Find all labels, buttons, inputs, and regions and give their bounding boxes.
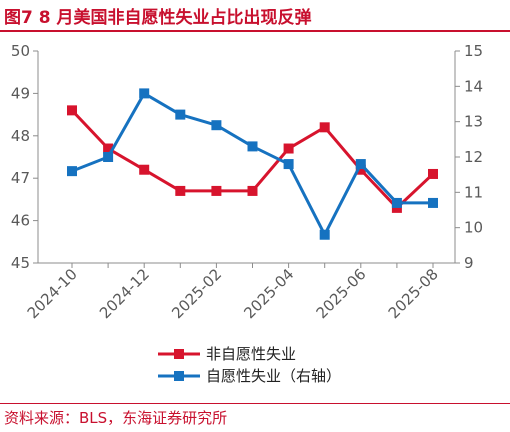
- series-2-point: [103, 152, 114, 162]
- left-tick-label: 50: [11, 42, 30, 60]
- series-1-point: [67, 105, 77, 116]
- chart-series: [67, 88, 438, 240]
- right-tick-label: 14: [464, 77, 483, 95]
- series-2-point: [211, 120, 222, 131]
- left-tick-label: 46: [11, 212, 30, 230]
- x-tick-label: 2024-10: [24, 265, 81, 322]
- x-tick-label: 2025-06: [313, 265, 370, 322]
- series-1-point: [247, 185, 258, 196]
- right-tick-label: 9: [464, 254, 474, 272]
- series-2-point: [175, 109, 186, 120]
- x-tick-label: 2024-12: [96, 265, 153, 322]
- title-rule: [0, 30, 510, 32]
- series-1-point: [428, 168, 438, 179]
- x-tick-label: 2025-02: [168, 265, 225, 322]
- left-tick-label: 49: [11, 84, 30, 102]
- right-tick-label: 11: [464, 183, 483, 201]
- right-tick-label: 12: [464, 148, 483, 166]
- series-2-point: [139, 88, 150, 99]
- chart-axes: 45 46 47 48 49 50 9 10 11 12 13 14 15 2024-10 2024-12 2…: [11, 42, 483, 322]
- series-1-point: [283, 143, 294, 154]
- source-note: 资料来源：BLS，东海证券研究所: [4, 409, 228, 427]
- left-tick-label: 47: [11, 169, 30, 187]
- legend-label-1: 非自愿性失业: [206, 345, 296, 363]
- series-1-point: [355, 164, 366, 175]
- figure-title: 图7 8 月美国非自愿性失业占比出现反弹: [4, 8, 312, 28]
- series-2-point: [319, 229, 330, 240]
- series-2-point: [391, 197, 402, 208]
- left-tick-label: 48: [11, 127, 30, 145]
- series-1-point: [319, 122, 330, 133]
- series-2-point: [283, 159, 294, 170]
- right-tick-label: 10: [464, 219, 483, 237]
- source-rule: [0, 403, 510, 404]
- legend-label-2: 自愿性失业（右轴）: [206, 367, 341, 385]
- legend-swatch-marker-1: [174, 349, 184, 359]
- series-1-point: [175, 185, 186, 196]
- x-tick-label: 2025-04: [240, 265, 297, 322]
- legend-swatch-marker-2: [174, 371, 184, 381]
- series-2-point: [428, 197, 438, 208]
- series-1-point: [103, 143, 114, 154]
- series-2-point: [67, 166, 77, 177]
- series-1-point: [211, 185, 222, 196]
- x-tick-label: 2025-08: [385, 265, 442, 322]
- left-tick-label: 45: [11, 254, 30, 272]
- series-2-point: [247, 141, 258, 152]
- line-chart: 45 46 47 48 49 50 9 10 11 12 13 14 15 2024-10 2024-12 2…: [11, 42, 483, 385]
- right-tick-label: 15: [464, 42, 483, 60]
- right-tick-label: 13: [464, 113, 483, 131]
- series-1-point: [139, 164, 150, 175]
- series-2-line: [71, 91, 433, 237]
- series-2-point: [355, 159, 366, 170]
